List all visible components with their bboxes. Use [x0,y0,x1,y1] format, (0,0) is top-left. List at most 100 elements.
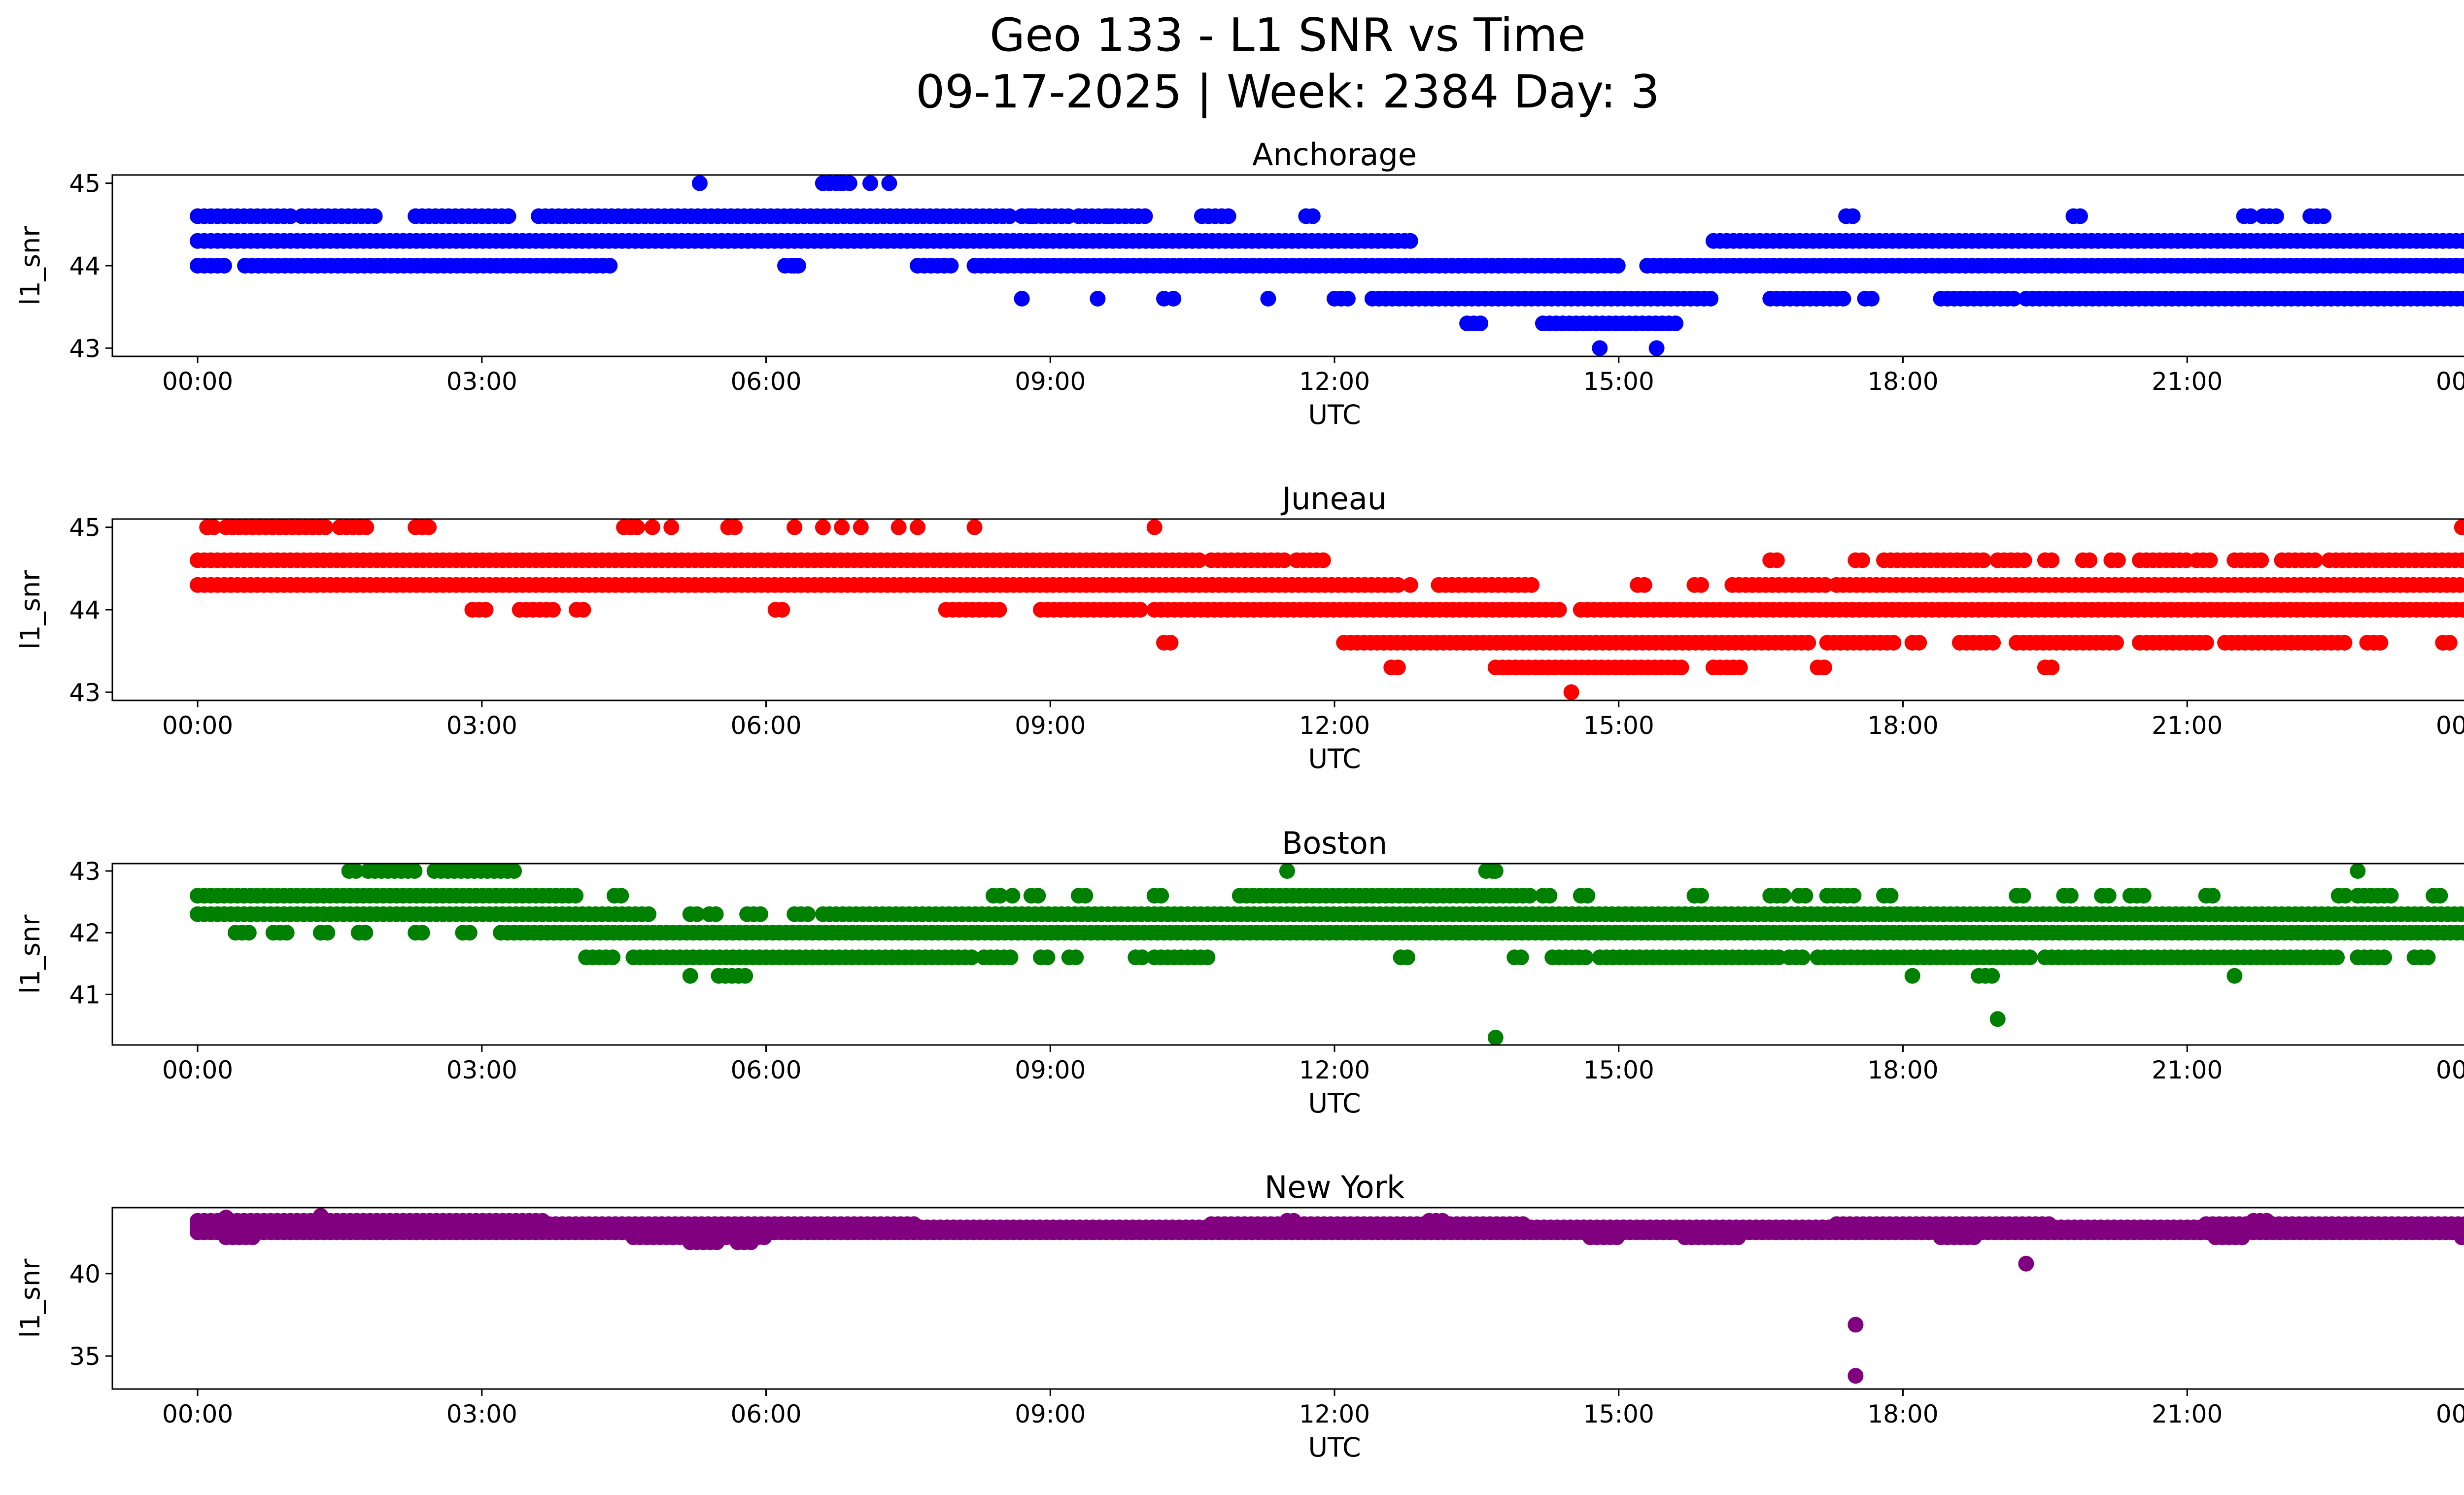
y-tick-label: 41 [69,980,101,1009]
data-point [2461,554,2464,567]
data-point [743,1234,759,1251]
data-point [2463,294,2464,304]
data-point [1191,552,1207,568]
data-point [2432,888,2448,904]
data-point [1541,888,1558,904]
data-point [2234,1229,2250,1246]
x-axis-label: UTC [1308,1432,1361,1463]
data-point [1220,208,1236,224]
data-point [278,925,295,941]
y-axis-label: l1_snr [15,914,46,994]
data-point [421,519,437,535]
data-point [689,906,705,922]
data-point [216,258,232,274]
data-point [1523,577,1540,593]
data-point [2329,949,2345,966]
data-point [774,602,790,618]
y-tick-label: 40 [69,1260,101,1288]
data-point [2372,634,2389,651]
data-point [1039,949,1056,966]
data-point [1146,519,1163,535]
data-point [1857,290,1873,307]
data-point [1885,634,1902,651]
data-point [407,863,423,879]
x-tick-label: 00:00 [2436,367,2464,396]
data-series-new-york [190,1208,2464,1384]
x-tick-label: 21:00 [2152,367,2223,396]
data-point [1390,577,1406,593]
data-point [1004,888,1021,904]
data-point [575,602,591,618]
data-point [1077,888,1094,904]
data-point [862,175,878,191]
data-point [2016,552,2032,568]
x-tick-label: 00:00 [162,711,233,740]
x-tick-label: 03:00 [446,1056,517,1084]
x-tick-label: 15:00 [1583,367,1654,396]
data-point [753,906,768,922]
subplots: Anchorage 00:00 03:00 06:00 09:00 12:00 15:00 1… [15,137,2464,1463]
data-point [602,258,618,274]
data-point [1153,888,1169,904]
data-point [478,602,494,618]
data-point [834,519,850,535]
data-point [1014,290,1030,307]
x-tick-label: 21:00 [2152,1056,2223,1084]
data-point [244,1229,261,1246]
data-point [2082,552,2098,568]
data-point [691,175,708,191]
y-tick-label: 43 [69,334,101,363]
data-point [1579,888,1596,904]
data-point [1163,634,1179,651]
y-tick-label: 44 [69,252,101,280]
data-point [1592,340,1608,356]
data-point [2441,634,2458,651]
data-point [787,258,803,274]
data-point [1165,290,1182,307]
data-point [1276,552,1293,568]
data-point [2456,290,2464,307]
subplot-title: Juneau [1280,481,1387,517]
data-point [1776,888,1792,904]
data-point [992,888,1008,904]
subplot-anchorage: Anchorage 00:00 03:00 06:00 09:00 12:00 15:00 1… [15,137,2464,430]
data-point [1693,888,1709,904]
data-point [2454,1229,2464,1246]
x-tick-label: 15:00 [1583,711,1654,740]
x-tick-label: 18:00 [1867,1400,1938,1428]
data-series-boston [190,863,2464,1045]
data-point [1975,552,1991,568]
data-point [1989,1011,2006,1027]
data-point [545,602,561,618]
data-point [240,925,257,941]
data-point [2383,888,2399,904]
data-point [1134,949,1150,966]
data-point [2454,552,2464,568]
data-point [2460,907,2464,921]
data-point [2062,888,2079,904]
data-point [1023,208,1039,224]
data-point [2044,660,2060,676]
data-point [800,906,816,922]
data-point [348,863,364,879]
data-point [1132,602,1148,618]
y-tick-label: 42 [69,919,101,947]
data-point [2253,552,2269,568]
data-point [709,1234,725,1251]
data-point [1703,290,1719,307]
data-point [414,925,430,941]
data-point [1315,552,1331,568]
data-point [1668,315,1684,332]
y-axis-label: l1_snr [15,1258,46,1338]
data-point [367,208,383,224]
data-point [787,519,803,535]
data-point [506,863,522,879]
data-point [1636,577,1652,593]
data-point [2135,888,2152,904]
subplot-boston: Boston 00:00 03:00 06:00 09:00 12:00 15:00 18:0… [15,825,2464,1119]
data-point [1706,660,1721,676]
x-tick-label: 21:00 [2152,711,2223,740]
data-point [1513,949,1529,966]
data-point [2462,260,2464,272]
data-point [500,208,516,224]
